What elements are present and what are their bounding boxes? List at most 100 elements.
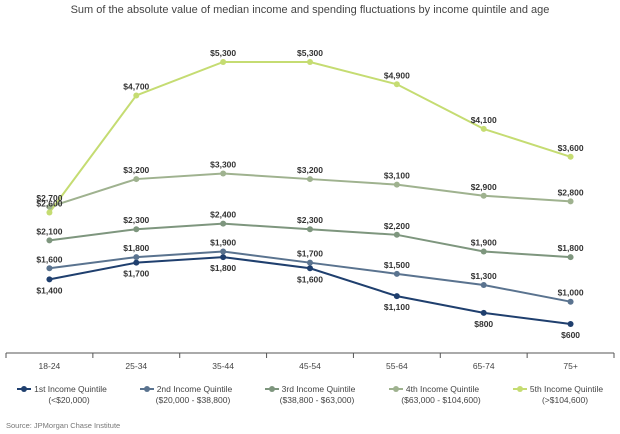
data-point: [220, 170, 227, 177]
data-label: $1,100: [384, 302, 410, 312]
data-label: $1,900: [210, 238, 236, 248]
legend-marker: [512, 385, 527, 393]
data-label: $3,300: [210, 159, 236, 169]
data-label: $4,900: [384, 70, 410, 80]
data-label: $1,500: [384, 260, 410, 270]
data-point: [480, 125, 487, 132]
data-point: [307, 259, 313, 266]
data-point: [133, 92, 140, 99]
data-label: $5,300: [297, 48, 323, 58]
data-point: [567, 153, 574, 160]
data-point: [393, 231, 400, 238]
data-point: [133, 254, 140, 261]
data-point: [567, 198, 574, 205]
data-label: $2,300: [123, 215, 149, 225]
x-tick-label: 18-24: [39, 361, 61, 371]
data-label: $1,900: [471, 238, 497, 248]
legend-marker: [264, 385, 279, 393]
data-label: $5,300: [210, 48, 236, 58]
legend-item: 3rd Income Quintile ($38,800 - $63,000): [248, 384, 372, 405]
data-label: $2,900: [471, 182, 497, 192]
data-label: $3,100: [384, 171, 410, 181]
data-point: [307, 226, 313, 233]
data-point: [393, 181, 400, 188]
legend: 1st Income Quintile (<$20,000) 2nd Income …: [0, 384, 620, 414]
legend-range: ($38,800 - $63,000): [279, 395, 355, 405]
data-point: [480, 248, 487, 255]
legend-label: 5th Income Quintile: [529, 384, 604, 394]
data-point: [393, 293, 400, 300]
data-label: $2,200: [384, 221, 410, 231]
legend-range: ($20,000 - $38,800): [155, 395, 231, 405]
data-label: $3,600: [558, 143, 584, 153]
data-point: [220, 248, 227, 255]
data-label: $1,600: [297, 274, 323, 284]
data-label: $4,700: [123, 81, 149, 91]
data-point: [567, 298, 574, 305]
data-point: [307, 59, 313, 65]
x-tick-label: 35-44: [212, 361, 234, 371]
data-label: $1,800: [210, 263, 236, 273]
legend-item: 5th Income Quintile (>$104,600): [496, 384, 620, 405]
data-point: [46, 209, 53, 216]
data-point: [567, 321, 574, 327]
data-label: $1,800: [123, 243, 149, 253]
data-point: [480, 309, 487, 316]
data-point: [46, 265, 53, 272]
data-label: $600: [561, 330, 580, 340]
data-point: [46, 276, 53, 283]
data-label: $1,800: [558, 243, 584, 253]
legend-item: 2nd Income Quintile ($20,000 - $38,800): [124, 384, 248, 405]
data-point: [307, 176, 313, 183]
data-label: $800: [474, 319, 493, 329]
legend-range: (>$104,600): [541, 395, 589, 405]
data-label: $4,100: [471, 115, 497, 125]
data-labels: $1,400 $1,700 $1,800 $1,600 $1,100 $800 $600 $1…: [36, 48, 583, 340]
data-point: [393, 270, 400, 277]
legend-range: ($63,000 - $104,600): [401, 395, 481, 405]
legend-label: 3rd Income Quintile: [281, 384, 356, 394]
x-axis: 18-24 25-34 35-44 45-54 55-64 65-74 75+: [5, 352, 615, 371]
data-label: $1,600: [36, 254, 62, 264]
data-point: [133, 226, 140, 233]
legend-item: 1st Income Quintile (<$20,000): [0, 384, 124, 405]
data-label: $1,700: [297, 249, 323, 259]
data-label: $2,300: [297, 215, 323, 225]
data-point: [220, 254, 227, 261]
data-label: $3,200: [123, 165, 149, 175]
series-lines: [48, 61, 571, 325]
data-point: [567, 254, 574, 261]
chart-title: Sum of the absolute value of median inco…: [70, 4, 550, 16]
legend-marker: [388, 385, 403, 393]
x-tick-label: 65-74: [473, 361, 495, 371]
data-label: $1,300: [471, 271, 497, 281]
data-label: $1,700: [123, 269, 149, 279]
data-point: [480, 192, 487, 199]
data-point: [133, 259, 140, 266]
x-tick-label: 45-54: [299, 361, 321, 371]
legend-marker: [17, 385, 32, 393]
x-tick-label: 55-64: [386, 361, 408, 371]
data-label: $1,000: [558, 288, 584, 298]
legend-range: (<$20,000): [48, 395, 90, 405]
legend-marker: [139, 385, 154, 393]
data-point: [393, 81, 400, 88]
x-tick-label: 75+: [563, 361, 577, 371]
legend-label: 2nd Income Quintile: [156, 384, 233, 394]
data-label: $2,700: [36, 193, 62, 203]
data-point: [46, 203, 53, 210]
data-point: [220, 59, 227, 65]
legend-label: 1st Income Quintile: [34, 384, 107, 394]
data-point: [133, 176, 140, 183]
data-point: [307, 265, 313, 272]
data-point: [220, 220, 227, 227]
legend-item: 4th Income Quintile ($63,000 - $104,600): [372, 384, 496, 405]
data-label: $2,100: [36, 226, 62, 236]
source-note: Source: JPMorgan Chase Institute: [6, 421, 121, 430]
data-label: $1,400: [36, 285, 62, 295]
data-label: $2,400: [210, 210, 236, 220]
legend-label: 4th Income Quintile: [405, 384, 480, 394]
data-point: [46, 237, 53, 244]
data-label: $2,600: [36, 199, 62, 209]
